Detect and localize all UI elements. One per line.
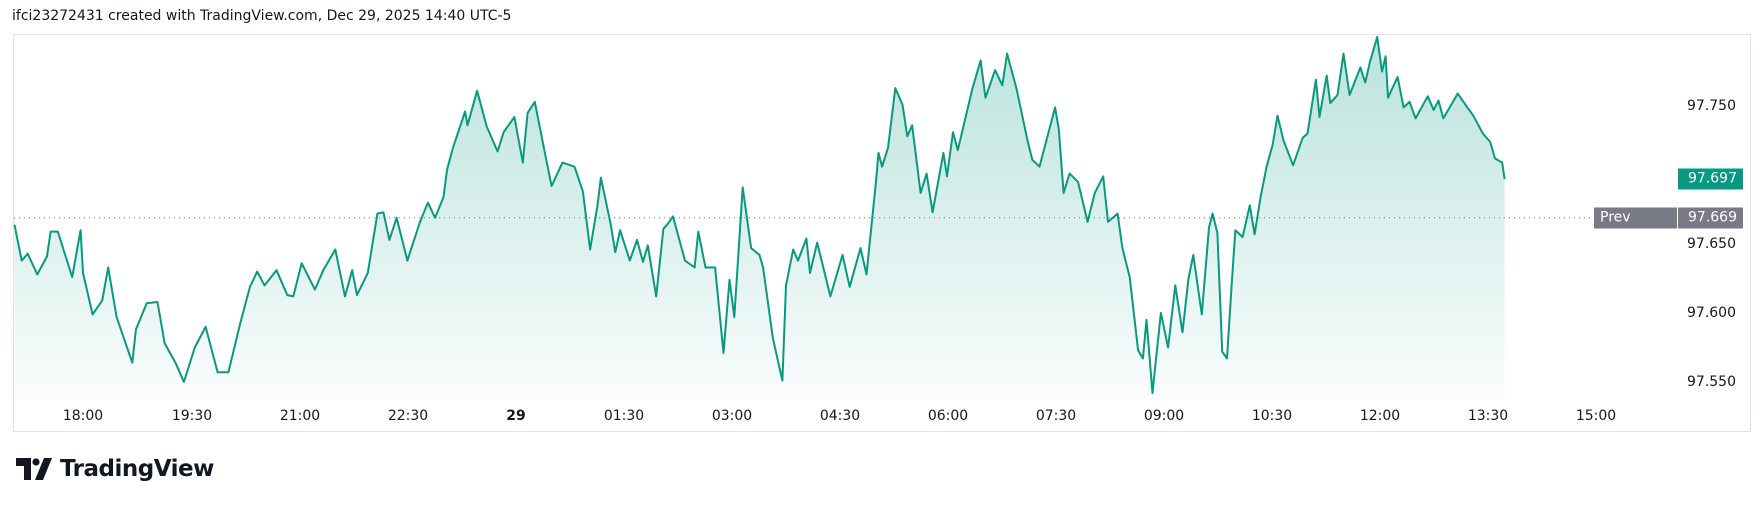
x-tick-label: 29 bbox=[506, 408, 526, 424]
x-tick-label: 09:00 bbox=[1143, 408, 1185, 424]
x-tick-label: 10:30 bbox=[1251, 408, 1293, 424]
x-tick-label: 15:00 bbox=[1575, 408, 1617, 424]
x-tick-label: 03:00 bbox=[711, 408, 753, 424]
x-tick-label: 18:00 bbox=[62, 408, 104, 424]
x-tick-label: 22:30 bbox=[387, 408, 429, 424]
y-tick-label: 97.550 bbox=[1687, 374, 1736, 390]
x-tick-label: 19:30 bbox=[171, 408, 213, 424]
last-price-badge: 97.697 bbox=[1678, 168, 1743, 190]
x-tick-label: 06:00 bbox=[927, 408, 969, 424]
x-tick-label: 04:30 bbox=[819, 408, 861, 424]
x-tick-label: 07:30 bbox=[1035, 408, 1077, 424]
price-area-fill bbox=[14, 37, 1505, 400]
tradingview-logo-icon bbox=[16, 458, 52, 480]
y-tick-label: 97.750 bbox=[1687, 98, 1736, 114]
x-tick-label: 01:30 bbox=[603, 408, 645, 424]
x-tick-label: 13:30 bbox=[1467, 408, 1509, 424]
prev-close-value: 97.669 bbox=[1678, 207, 1743, 229]
chart-attribution: ifci23272431 created with TradingView.co… bbox=[12, 8, 512, 24]
x-tick-label: 12:00 bbox=[1359, 408, 1401, 424]
tradingview-logo[interactable]: TradingView bbox=[16, 456, 214, 482]
y-tick-label: 97.650 bbox=[1687, 236, 1736, 252]
y-tick-label: 97.600 bbox=[1687, 305, 1736, 321]
x-tick-label: 21:00 bbox=[279, 408, 321, 424]
tradingview-logo-text: TradingView bbox=[60, 456, 214, 482]
chart-frame bbox=[13, 34, 1751, 432]
prev-close-label: Prev close bbox=[1594, 207, 1677, 247]
price-line bbox=[13, 36, 1506, 394]
